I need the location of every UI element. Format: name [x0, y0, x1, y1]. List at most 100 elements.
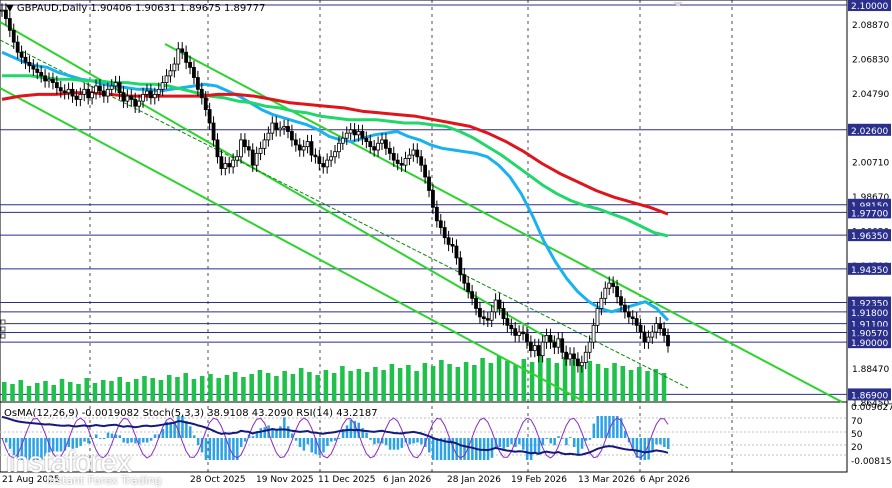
osma-bar-51: [200, 438, 204, 453]
candle-body-158: [619, 296, 623, 306]
candle-body-98: [384, 139, 388, 149]
candle-body-117: [458, 257, 463, 276]
volume-bar-16: [133, 379, 139, 401]
candle-body-68: [266, 132, 271, 141]
candle-body-83: [325, 159, 330, 168]
candle-body-47: [184, 51, 189, 63]
osma-bar-64: [251, 436, 255, 438]
candle-body-54: [211, 122, 216, 141]
level-tag-label-1: 2.02600: [851, 127, 888, 137]
volume-bar-74: [612, 363, 617, 401]
volume-bar-54: [447, 364, 452, 401]
candle-body-101: [395, 159, 400, 164]
volume-bar-23: [191, 379, 197, 401]
candle-body-134: [525, 333, 529, 343]
osma-bar-41: [161, 429, 165, 438]
volume-bar-76: [628, 370, 634, 401]
candle-body-167: [654, 323, 659, 333]
osma-bar-43: [169, 421, 172, 438]
level-tag-bg-10: [848, 336, 891, 349]
osma-bar-167: [655, 438, 658, 445]
candle-body-10: [39, 72, 44, 77]
osma-bar-132: [518, 438, 521, 445]
osma-bar-77: [302, 438, 306, 451]
candle-body-93: [364, 137, 369, 142]
osma-bar-138: [541, 438, 545, 446]
menu-triangle-icon[interactable]: ▼: [6, 3, 14, 14]
volume-bar-37: [307, 372, 312, 401]
osma-bar-152: [596, 416, 599, 438]
osma-bar-101: [396, 438, 400, 450]
volume-bar-66: [546, 358, 551, 401]
candle-body-85: [333, 151, 337, 158]
candle-body-2: [7, 18, 12, 31]
volume-bar-20: [166, 375, 172, 401]
candle-body-55: [215, 139, 220, 158]
osma-bar-79: [310, 438, 313, 453]
osma-bar-55: [216, 438, 219, 460]
volume-bar-24: [199, 376, 205, 401]
candle-body-118: [462, 274, 467, 284]
osma-bar-33: [130, 438, 133, 443]
ohlc-values: 1.90406 1.90631 1.89675 1.89777: [90, 3, 266, 14]
level-tag-label-11: 1.86900: [851, 391, 888, 401]
candle-body-40: [156, 88, 161, 95]
volume-bar-73: [604, 368, 609, 401]
osma-bar-42: [165, 421, 169, 438]
osma-bar-39: [153, 434, 157, 438]
candle-body-27: [105, 88, 110, 97]
candle-body-75: [293, 139, 298, 146]
volume-bar-68: [562, 357, 568, 401]
osma-bar-18: [71, 438, 75, 449]
osma-bar-10: [40, 438, 43, 460]
candle-body-111: [434, 206, 439, 222]
volume-bar-75: [620, 366, 626, 401]
volume-bar-62: [513, 365, 518, 401]
candle-body-21: [82, 88, 87, 95]
osma-bar-70: [275, 429, 278, 438]
candle-body-154: [603, 287, 608, 299]
candle-body-19: [74, 95, 79, 100]
candle-body-58: [227, 163, 232, 168]
candle-body-136: [532, 345, 537, 351]
candle-body-143: [560, 338, 565, 353]
volume-bar-29: [241, 377, 246, 401]
volume-bar-1: [10, 384, 15, 401]
osma-bar-92: [361, 428, 364, 438]
candle-body-12: [47, 78, 51, 82]
moving-average-2: [1, 91, 669, 216]
osma-bar-47: [185, 420, 188, 438]
osma-bar-73: [286, 426, 290, 438]
candle-body-160: [626, 311, 631, 318]
volume-bar-41: [340, 366, 345, 401]
osma-bar-60: [236, 438, 239, 460]
osma-bar-4: [16, 438, 20, 460]
candle-body-24: [94, 85, 98, 94]
level-tag-label-4: 1.96350: [851, 232, 888, 242]
candle-body-159: [623, 304, 627, 313]
osma-bar-81: [318, 438, 321, 456]
osma-bar-127: [498, 438, 502, 447]
candle-body-113: [442, 227, 447, 239]
candle-body-53: [207, 109, 212, 124]
candle-body-155: [607, 282, 612, 289]
brand-tagline: Instant Forex Trading: [46, 474, 162, 487]
volume-bar-26: [216, 378, 221, 401]
volume-bar-0: [2, 382, 7, 401]
osma-bar-9: [36, 438, 39, 460]
x-tick-label-7: 13 Mar 2026: [578, 475, 635, 485]
osma-bar-142: [557, 436, 560, 438]
osma-bar-112: [439, 438, 443, 460]
osma-bar-20: [79, 438, 82, 447]
candle-body-30: [117, 82, 122, 94]
volume-bar-30: [249, 374, 254, 401]
volume-bar-5: [43, 381, 48, 401]
candle-body-116: [454, 245, 459, 259]
candle-body-26: [101, 90, 106, 97]
candle-body-123: [481, 316, 486, 319]
osma-bar-98: [384, 438, 388, 446]
scroll-arrow-icon[interactable]: [673, 2, 683, 7]
osma-bar-24: [95, 434, 98, 438]
candle-body-45: [176, 48, 181, 65]
